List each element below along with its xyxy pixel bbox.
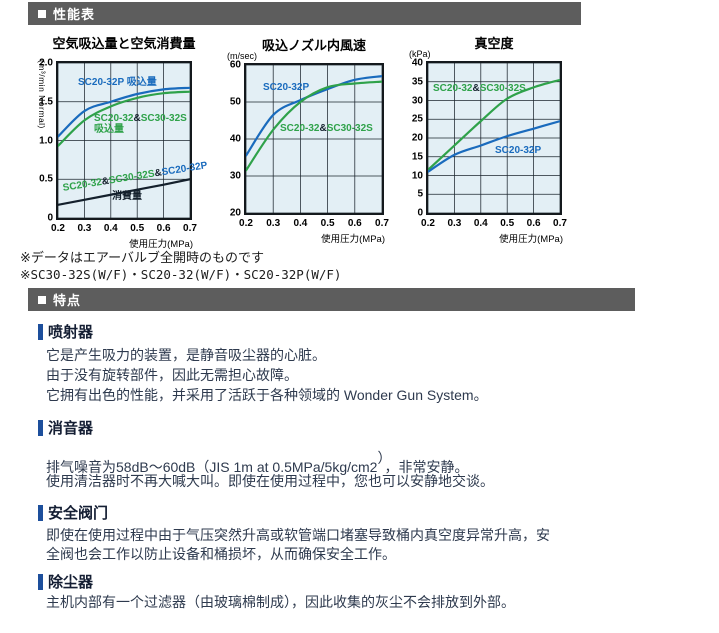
feature-text-line: 即使在使用过程中由于气压突然升高或软管端口堵塞导致桶内真空度异常升高，安 [46,527,550,543]
y-tick: 15 [411,151,423,163]
x-tick: 0.4 [473,218,488,229]
x-tick: 0.6 [526,218,541,229]
x-tick-labels: 0.2 0.3 0.4 0.5 0.6 0.7 [51,223,197,235]
x-tick: 0.5 [130,223,145,234]
plot-area [58,63,190,218]
plot-area [246,65,382,213]
feature-heading-label: 消音器 [48,420,94,437]
plot-area [428,63,560,213]
y-tick: 20 [411,132,423,144]
x-tick: 0.4 [293,218,308,229]
heading-bar-icon [38,323,43,340]
feature-text-line: 它拥有出色的性能，并采用了活跃于各种领域的 Wonder Gun System。 [46,387,488,403]
chart-nozzle-wind-speed: 吸込ノズル内風速 (m/sec) SC20-32P SC20-32&SC30-32… [227,38,389,245]
x-tick: 0.6 [347,218,362,229]
x-axis-label: 使用圧力(MPa) [321,234,385,245]
section-header-features: 特点 [28,288,635,311]
feature-heading-injector: 喷射器 [38,321,93,342]
chart-vacuum-degree: 真空度 (kPa) SC20-32&SC30-32S SC20-32P 0 5 10 1… [409,36,567,245]
note-model-list: ※SC30-32S(W/F)・SC20-32(W/F)・SC20-32P(W/F… [20,267,342,282]
y-tick: 0 [417,207,423,219]
y-tick: 0.5 [39,173,53,185]
noise-spec-text: 排气噪音为58dB～60dB（JIS 1m at 0.5MPa/5kg/cm2 [46,459,378,475]
chart-air-intake-consumption: 空気吸込量と空気消費量 (m³/min Normal) SC20-32P 吸込量… [37,36,208,250]
y-tick-labels: 0 5 10 15 20 25 30 35 40 [393,58,423,219]
feature-heading-label: 安全阀门 [48,505,109,522]
section-header-label: 性能表 [53,7,96,22]
x-tick: 0.2 [421,218,435,229]
section-header-performance: 性能表 [28,2,581,25]
y-axis-unit: (m³/min Normal) [37,60,47,129]
chart-title: 吸込ノズル内風速 [261,38,367,53]
feature-heading-label: 喷射器 [48,324,94,341]
heading-bar-icon [38,504,43,521]
x-axis-label: 使用圧力(MPa) [129,239,193,250]
feature-text-line: 主机内部有一个过滤器（由玻璃棉制成），因此收集的灰尘不会排放到外部。 [46,594,515,610]
y-tick: 40 [411,57,423,69]
x-tick-labels: 0.2 0.3 0.4 0.5 0.6 0.7 [239,218,389,230]
x-axis-label: 使用圧力(MPa) [499,234,563,245]
y-tick: 25 [411,113,423,125]
section-bullet-icon [38,9,46,18]
y-tick: 40 [229,133,241,145]
feature-text-line: 使用清洁器时不再大喊大叫。即使在使用过程中，您也可以安静地交谈。 [46,473,494,489]
heading-bar-icon [38,419,43,436]
y-axis-unit: (kPa) [409,49,431,59]
x-tick: 0.3 [77,223,92,234]
x-tick: 0.7 [375,218,389,229]
x-tick: 0.2 [51,223,65,234]
x-tick: 0.2 [239,218,253,229]
feature-text-line: 由于没有旋转部件，因此无需担心故障。 [46,367,298,383]
superscript-paren: ） [377,450,385,466]
feature-heading-muffler: 消音器 [38,417,93,438]
feature-heading-label: 除尘器 [48,574,94,591]
x-tick: 0.7 [553,218,567,229]
x-tick: 0.5 [320,218,335,229]
noise-spec-tail: ，非常安静。 [384,459,469,475]
x-tick: 0.7 [183,223,197,234]
chart-title: 真空度 [474,36,514,51]
y-tick: 35 [411,76,423,88]
y-tick: 10 [411,170,423,181]
y-tick: 1.0 [39,135,53,146]
note-valve-open: ※データはエアーバルブ全開時のものです [20,250,264,265]
y-tick-labels: 0 0.5 1.0 1.5 2.0 [23,58,53,224]
section-header-label: 特点 [53,293,82,308]
feature-heading-dust-collector: 除尘器 [38,571,93,592]
chart-title: 空気吸込量と空気消費量 [52,36,196,51]
y-tick: 30 [411,95,423,106]
x-tick-labels: 0.2 0.3 0.4 0.5 0.6 0.7 [421,218,567,230]
y-tick: 30 [229,170,241,182]
feature-text-line: 排气噪音为58dB～60dB（JIS 1m at 0.5MPa/5kg/cm2）… [46,448,468,477]
feature-text-line: 它是产生吸力的装置，是静音吸尘器的心脏。 [46,347,326,363]
x-tick: 0.4 [103,223,118,234]
y-tick: 1.5 [39,96,53,108]
section-bullet-icon [38,295,46,304]
x-tick: 0.6 [156,223,171,234]
feature-text-line: 全阀也会工作以防止设备和桶损坏，从而确保安全工作。 [46,546,396,562]
x-tick: 0.5 [500,218,515,229]
y-tick: 20 [229,207,241,219]
x-tick: 0.3 [447,218,462,229]
feature-heading-safety-valve: 安全阀门 [38,502,108,523]
y-tick: 5 [417,188,423,200]
y-tick: 60 [229,59,241,71]
x-tick: 0.3 [266,218,281,229]
y-tick: 2.0 [39,57,53,69]
y-tick: 0 [47,212,53,224]
y-tick: 50 [229,96,241,108]
heading-bar-icon [38,573,43,590]
y-tick-labels: 20 30 40 50 60 [211,60,241,219]
y-axis-unit: (m/sec) [227,51,257,61]
